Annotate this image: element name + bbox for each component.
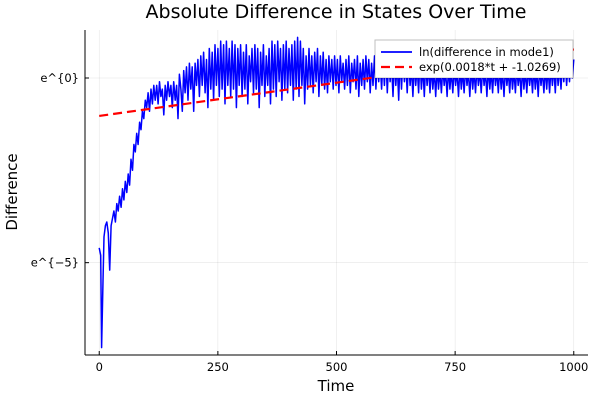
y-tick-label: e^{−5} — [31, 256, 79, 270]
legend: ln(difference in mode1) exp(0.0018*t + -… — [374, 39, 574, 79]
x-tick-label: 1000 — [559, 360, 588, 374]
x-tick-label: 500 — [326, 360, 348, 374]
legend-label-exp-fit: exp(0.0018*t + -1.0269) — [419, 60, 561, 74]
x-tick-label: 0 — [96, 360, 103, 374]
y-axis-label: Difference — [3, 153, 21, 230]
x-ticks: 0 250 500 750 1000 — [96, 351, 588, 374]
x-tick-label: 750 — [444, 360, 466, 374]
chart-title: Absolute Difference in States Over Time — [146, 1, 527, 23]
x-tick-label: 250 — [207, 360, 229, 374]
legend-box — [374, 39, 574, 79]
legend-label-difference-mode1: ln(difference in mode1) — [419, 45, 554, 59]
y-tick-label: e^{0} — [40, 71, 79, 85]
y-ticks: e^{0} e^{−5} — [31, 71, 89, 270]
x-axis-label: Time — [317, 377, 355, 395]
